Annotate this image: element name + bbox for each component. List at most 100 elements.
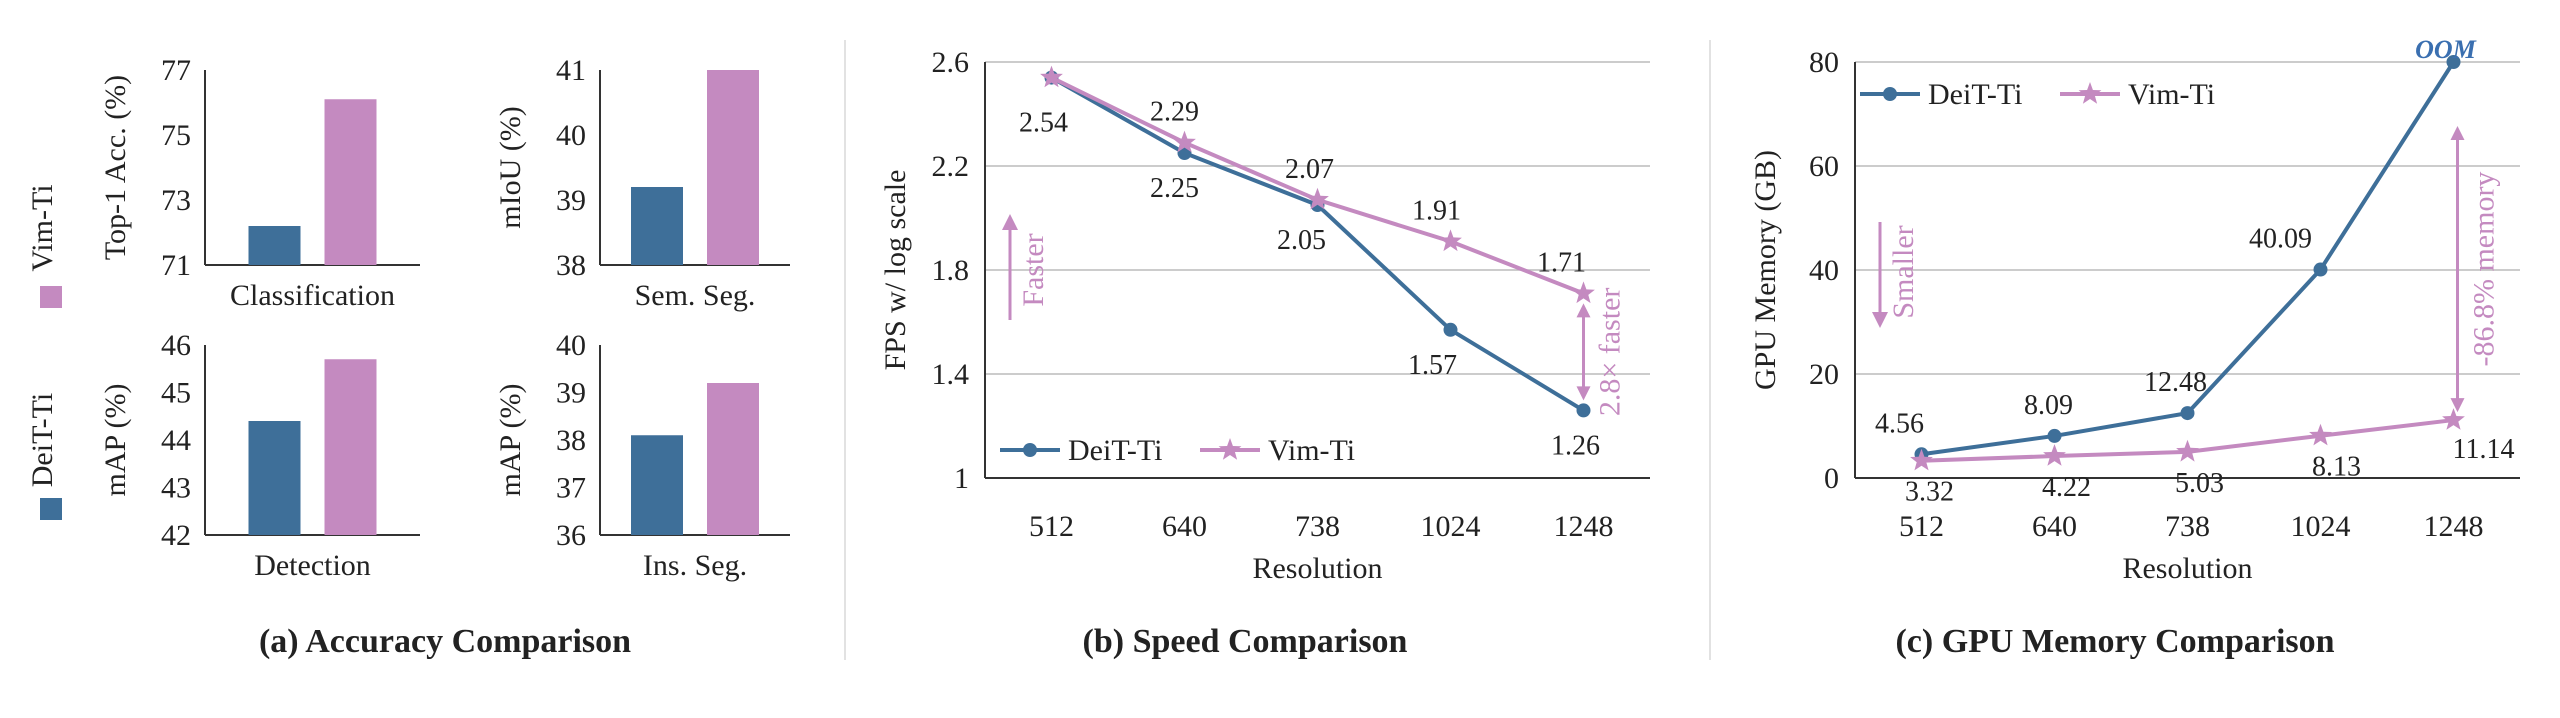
x-axis-label: Sem. Seg. [635,279,756,312]
y-tick-label: 41 [556,54,586,87]
data-label: 1.91 [1412,195,1461,226]
legend-label: DeiT-Ti [1928,78,2022,111]
caption-memory: (c) GPU Memory Comparison [1895,623,2334,660]
series-line-vim-ti [1050,75,1585,296]
data-point [1576,403,1591,418]
y-tick-label: 39 [556,184,586,217]
x-axis-label: Resolution [1252,552,1382,585]
y-tick-label: 40 [556,119,586,152]
bar-deit-ti [248,421,301,535]
bar-vim-ti [707,70,759,265]
data-point [1306,187,1329,210]
x-tick-label: 512 [1029,510,1074,543]
legend-marker [1218,438,1242,460]
legend-marker [1883,87,1897,101]
data-label: 4.22 [2042,472,2091,503]
bar-vim-ti [324,99,377,265]
panel-accuracy-comparison: Vim-Ti DeiT-Ti 71 73 75 77 Classification Top-1… [26,54,790,582]
y-tick-label: 1.4 [932,358,970,391]
y-tick-label: 2.6 [932,46,970,79]
data-point [2313,262,2328,277]
data-point [2047,428,2062,443]
x-tick-label: 1024 [2291,510,2351,543]
data-label: 11.14 [2453,434,2515,465]
x-tick-label: 640 [2032,510,2077,543]
y-tick-label: 38 [556,249,586,282]
data-point [1572,281,1595,304]
data-point [2043,444,2066,466]
y-tick-label: 37 [556,472,586,505]
y-axis-label: GPU Memory (GB) [1749,150,1782,390]
x-tick-label: 512 [1899,510,1944,543]
legend-swatch [40,286,62,308]
x-axis-label: Classification [230,279,395,312]
bar-chart-cls: 71 73 75 77 Classification Top-1 Acc. (%) [99,54,420,312]
x-tick-label: 738 [2165,510,2210,543]
data-point [1443,322,1458,337]
data-label: 1.26 [1551,430,1600,461]
x-tick-label: 1248 [2424,510,2484,543]
arrow-head [1002,214,1018,230]
arrow-head [1576,303,1591,318]
y-axis-label: mIoU (%) [494,106,527,228]
data-label: 2.07 [1285,154,1334,185]
data-label: 8.09 [2024,390,2073,421]
legend-label: DeiT-Ti [26,393,59,487]
data-label: 12.48 [2144,367,2207,398]
data-label: 5.03 [2175,468,2224,499]
y-tick-label: 42 [161,519,191,552]
y-tick-label: 0 [1824,462,1839,495]
y-tick-label: 75 [161,119,191,152]
y-tick-label: 2.2 [932,150,970,183]
legend-item: DeiT-Ti [26,393,62,520]
data-point [1439,229,1462,252]
data-label: 2.29 [1150,97,1199,128]
panel-gpu-memory-comparison: 0 20 40 60 80 512 640 738 1024 1248 Resolution GPU … [1749,35,2520,585]
arrow-head [1872,312,1888,328]
x-axis-label: Ins. Seg. [643,549,747,582]
caption-speed: (b) Speed Comparison [1083,623,1408,660]
data-label: 4.56 [1875,408,1924,439]
y-tick-label: 44 [161,424,191,457]
y-axis-label: Top-1 Acc. (%) [99,75,132,260]
oom-annotation: OOM [2415,35,2477,64]
bar-deit-ti [631,435,683,535]
bar-vim-ti [324,359,377,535]
legend-label: Vim-Ti [2128,78,2215,111]
data-label: 40.09 [2249,224,2312,255]
legend-label: DeiT-Ti [1068,434,1162,467]
x-tick-label: 738 [1295,510,1340,543]
line-chart-memory: 0 20 40 60 80 512 640 738 1024 1248 Resolution GPU … [1749,35,2520,585]
gap-annotation: 2.8× faster [1594,288,1627,417]
legend-marker [1023,443,1037,457]
legend-item: DeiT-Ti [1860,78,2022,111]
y-tick-label: 77 [161,54,191,87]
legend-label: Vim-Ti [1268,434,1355,467]
bar-chart-det: 42 43 44 45 46 Detection mAP (%) [99,329,420,582]
arrow-head [1576,386,1591,401]
data-point [2309,423,2332,446]
data-point [2442,408,2465,430]
bar-chart-sem: 38 39 40 41 Sem. Seg. mIoU (%) [494,54,790,312]
y-tick-label: 60 [1809,150,1839,183]
arrow-head [2450,398,2465,413]
bar-chart-ins: 36 37 38 39 40 Ins. Seg. mAP (%) [494,329,790,582]
data-label: 8.13 [2312,452,2361,483]
y-tick-label: 38 [556,424,586,457]
legend-label: Vim-Ti [26,184,59,271]
y-tick-label: 20 [1809,358,1839,391]
data-label: 2.54 [1019,108,1068,139]
y-tick-label: 40 [1809,254,1839,287]
panel-speed-comparison: 1 1.4 1.8 2.2 2.6 512 640 738 1024 1248 Resolution… [879,46,1650,585]
y-tick-label: 43 [161,472,191,505]
data-point [2446,55,2461,69]
y-tick-label: 46 [161,329,191,362]
x-tick-label: 1024 [1421,510,1481,543]
y-tick-label: 1 [954,462,969,495]
bar-deit-ti [631,187,683,265]
arrow-head [2450,126,2465,140]
data-label: 2.25 [1150,173,1199,204]
data-point [1040,65,1063,88]
data-point [1173,130,1196,153]
